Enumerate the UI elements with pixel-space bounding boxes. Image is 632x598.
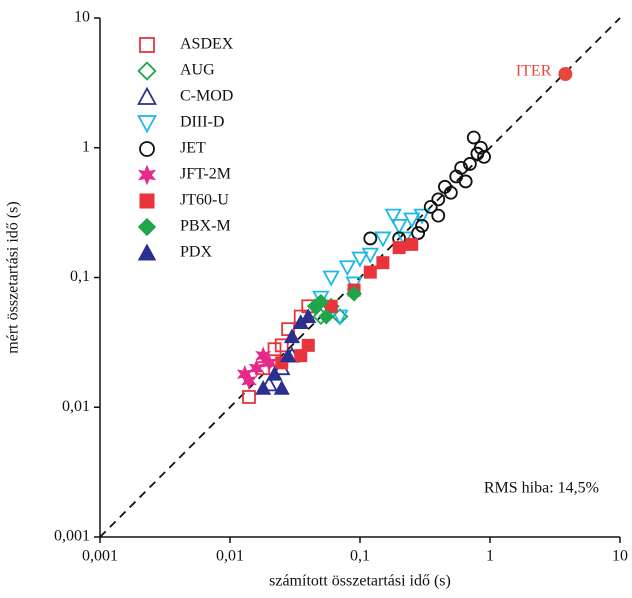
marker-circle	[466, 130, 481, 145]
marker-triangle-down	[403, 212, 421, 229]
marker-diamond	[318, 308, 335, 325]
marker-triangle-down	[331, 309, 349, 326]
marker-diamond	[312, 293, 329, 310]
y-tick-label: 10	[74, 9, 90, 26]
marker-square	[363, 265, 377, 279]
annotation: RMS hiba: 14,5%	[484, 480, 599, 497]
y-tick-label: 0,001	[54, 528, 90, 545]
y-tick-label: 0,01	[62, 398, 90, 415]
legend-label: JET	[180, 140, 206, 157]
marker-triangle-down	[413, 208, 431, 225]
y-tick-label: 0,1	[70, 268, 90, 285]
legend-label: PBX-M	[180, 218, 231, 235]
marker-square	[392, 241, 406, 255]
marker-square	[405, 237, 419, 251]
marker-triangle	[137, 86, 157, 105]
marker-triangle-down	[351, 251, 369, 268]
marker-square	[294, 349, 308, 363]
marker-star	[137, 164, 157, 186]
marker-triangle	[280, 347, 297, 363]
marker-star	[241, 371, 257, 390]
marker-triangle-down	[137, 115, 157, 134]
marker-triangle-down	[361, 247, 380, 264]
marker-circle	[363, 231, 378, 246]
y-axis-label: mért összetartási idő (s)	[5, 201, 22, 353]
marker-square	[267, 342, 282, 357]
iter-point	[558, 67, 573, 82]
legend-label: C-MOD	[180, 88, 233, 105]
marker-circle	[431, 208, 446, 223]
marker-diamond	[137, 217, 157, 237]
marker-triangle	[137, 243, 157, 261]
marker-circle	[477, 150, 491, 164]
marker-triangle	[273, 380, 290, 395]
marker-circle	[431, 192, 446, 207]
marker-circle	[454, 160, 469, 175]
marker-triangle	[260, 375, 278, 392]
marker-triangle-down	[384, 208, 402, 225]
marker-square	[376, 256, 390, 270]
legend-label: PDX	[180, 244, 212, 261]
marker-square	[281, 322, 296, 337]
legend-label: ASDEX	[180, 36, 234, 53]
marker-circle	[423, 200, 438, 214]
marker-circle	[139, 141, 155, 157]
marker-circle	[415, 218, 429, 233]
marker-star	[255, 346, 272, 365]
marker-square	[139, 193, 155, 209]
marker-circle	[458, 174, 473, 189]
marker-triangle-down	[322, 270, 340, 287]
marker-triangle-down	[374, 231, 392, 248]
marker-diamond	[346, 285, 362, 302]
x-axis-label: számított összetartási idő (s)	[269, 573, 451, 590]
marker-square	[274, 338, 289, 353]
x-tick-label: 1	[486, 548, 494, 565]
marker-circle	[462, 157, 477, 171]
marker-triangle	[283, 328, 301, 344]
annotation: ITER	[516, 63, 552, 80]
marker-square	[324, 299, 338, 313]
legend-label: JT60-U	[180, 192, 229, 209]
y-tick-label: 1	[82, 138, 90, 155]
x-tick-label: 0,01	[216, 548, 244, 565]
x-tick-label: 0,1	[350, 548, 370, 565]
marker-triangle-down	[338, 260, 357, 277]
x-tick-label: 0,001	[82, 548, 118, 565]
legend-label: DIII-D	[180, 114, 224, 131]
legend-label: JFT-2M	[180, 166, 231, 183]
x-tick-label: 10	[612, 548, 628, 565]
marker-square	[242, 390, 256, 404]
marker-triangle-down	[390, 218, 408, 235]
marker-triangle	[300, 308, 317, 324]
marker-triangle	[255, 380, 272, 395]
marker-circle	[411, 226, 426, 240]
legend-label: AUG	[180, 62, 215, 79]
marker-square	[301, 338, 315, 352]
marker-square	[139, 37, 155, 53]
marker-triangle	[266, 365, 283, 381]
marker-circle	[473, 140, 488, 155]
marker-diamond	[137, 61, 157, 81]
marker-circle	[443, 185, 458, 200]
